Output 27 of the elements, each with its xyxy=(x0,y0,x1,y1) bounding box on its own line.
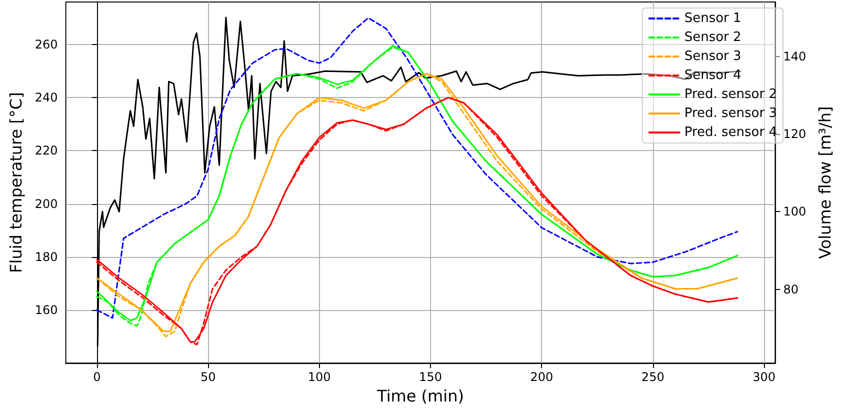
y2-tick-label: 80 xyxy=(783,282,798,296)
y-tick-label: 160 xyxy=(34,302,58,317)
x-tick-label: 300 xyxy=(752,370,776,384)
y-tick-label: 240 xyxy=(34,90,58,105)
y2-axis-title: Volume flow [m³/h] xyxy=(816,106,834,259)
legend-label: Sensor 4 xyxy=(684,68,742,83)
y-tick-label: 260 xyxy=(34,37,58,52)
legend-label: Sensor 2 xyxy=(684,30,742,45)
y-tick-label: 220 xyxy=(34,144,58,158)
legend-label: Pred. sensor 4 xyxy=(684,125,778,140)
y2-tick-label: 140 xyxy=(783,49,806,64)
x-tick-label: 250 xyxy=(641,370,664,384)
x-tick-label: 0 xyxy=(93,370,101,384)
y-axis-title: Fluid temperature [°C] xyxy=(6,92,26,273)
legend-label: Sensor 1 xyxy=(684,11,742,26)
y2-tick-label: 100 xyxy=(783,204,806,219)
x-tick-label: 100 xyxy=(308,370,331,384)
x-tick-label: 50 xyxy=(200,370,216,384)
y2-tick-label: 120 xyxy=(783,127,806,142)
legend-label: Pred. sensor 3 xyxy=(684,106,778,121)
legend-label: Pred. sensor 2 xyxy=(684,87,778,102)
y-tick-label: 180 xyxy=(34,250,58,264)
y-tick-label: 200 xyxy=(34,196,58,211)
legend-label: Sensor 3 xyxy=(684,49,742,64)
x-axis-title: Time (min) xyxy=(376,386,464,406)
x-tick-label: 200 xyxy=(530,370,554,384)
x-tick-label: 150 xyxy=(419,370,442,384)
